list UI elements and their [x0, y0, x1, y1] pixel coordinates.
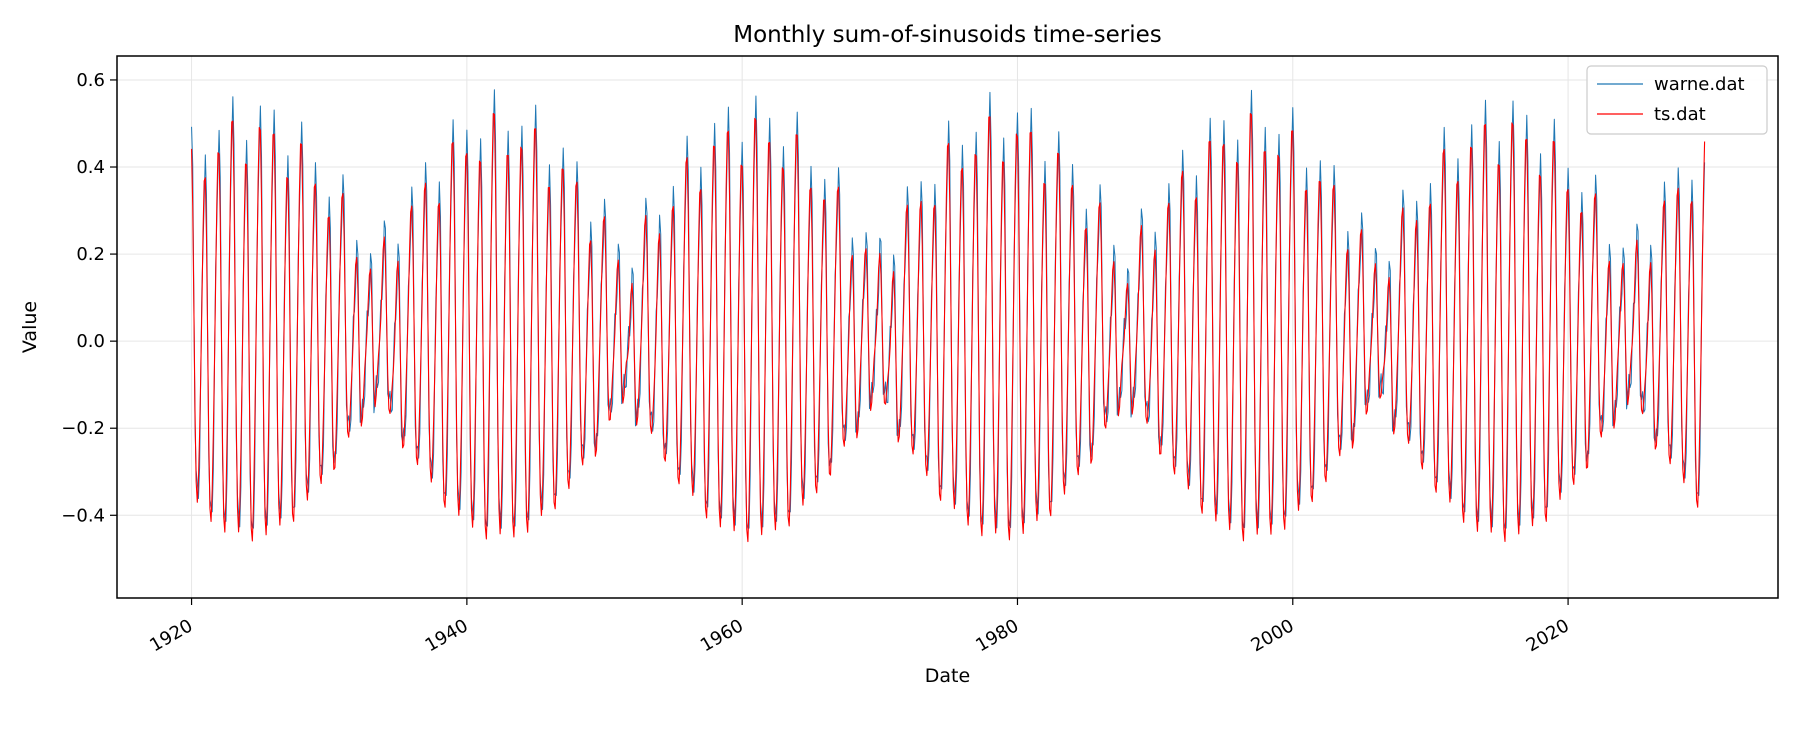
y-tick-label: 0.0	[76, 331, 105, 352]
legend-label-warne: warne.dat	[1654, 74, 1745, 95]
y-tick-label: −0.4	[61, 505, 105, 526]
y-tick-label: 0.4	[76, 157, 105, 178]
chart-title: Monthly sum-of-sinusoids time-series	[733, 22, 1162, 48]
y-tick-label: −0.2	[61, 418, 105, 439]
x-tick-label: 1980	[972, 615, 1022, 656]
legend-box	[1586, 65, 1768, 135]
x-axis-title: Date	[925, 665, 970, 687]
x-tick-label: 2020	[1523, 615, 1573, 656]
x-tick-label: 2000	[1248, 615, 1298, 656]
y-tick-label: 0.2	[76, 244, 105, 265]
y-axis-title: Value	[19, 301, 41, 353]
plot-frame	[116, 55, 1779, 599]
legend: warne.dat ts.dat	[1586, 65, 1768, 135]
x-tick-label: 1940	[422, 615, 472, 656]
series-line-warne	[191, 89, 1706, 529]
x-tick-label: 1960	[697, 615, 747, 656]
y-tick-label: 0.6	[76, 70, 105, 91]
series-layer	[191, 89, 1706, 543]
legend-label-ts: ts.dat	[1654, 104, 1706, 125]
series-line-ts	[191, 113, 1706, 543]
x-tick-label: 1920	[146, 615, 196, 656]
